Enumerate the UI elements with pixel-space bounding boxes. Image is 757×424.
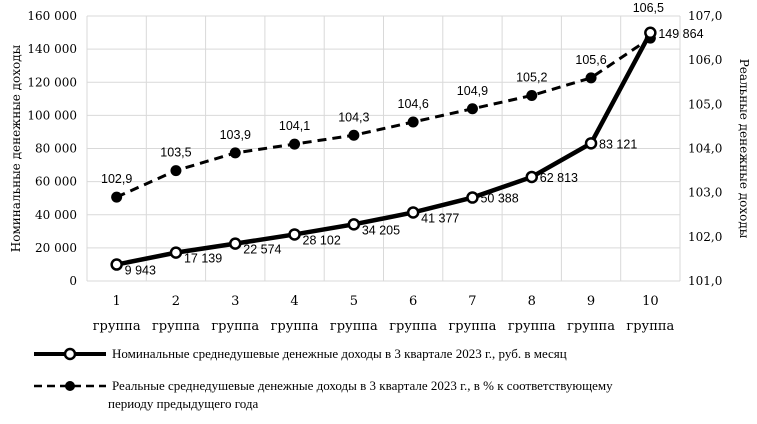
x-tick-word: группа	[152, 319, 200, 334]
data-label-nominal: 17 139	[184, 252, 222, 266]
y-tick-left: 100 000	[27, 108, 77, 122]
y-tick-right: 104,0	[688, 142, 722, 156]
y-tick-left: 20 000	[35, 241, 77, 255]
data-label-nominal: 34 205	[362, 223, 400, 237]
y-tick-left: 120 000	[27, 75, 77, 89]
data-label-real: 102,9	[101, 172, 132, 186]
data-label-nominal: 62 813	[540, 171, 578, 185]
data-label-real: 104,3	[338, 110, 369, 124]
x-tick-number: 9	[587, 294, 595, 309]
data-point-nominal	[406, 206, 420, 219]
legend-label-real-line2: периоду предыдущего года	[108, 396, 259, 411]
data-label-nominal: 28 102	[303, 233, 341, 247]
data-label-nominal: 41 377	[421, 211, 459, 225]
y-tick-left: 60 000	[35, 175, 77, 189]
data-point-real	[170, 165, 182, 177]
data-point-real	[289, 138, 301, 150]
chart-svg: 0 20 000 40 000 60 000 80 000 100 000 120 000 1…	[9, 1, 751, 334]
data-point-real	[585, 72, 597, 84]
data-point-nominal	[644, 26, 657, 40]
y-tick-left: 80 000	[35, 142, 77, 156]
x-tick-word: группа	[567, 319, 615, 334]
data-point-real	[407, 116, 419, 128]
data-point-real	[348, 129, 360, 141]
legend-label-real-line1: Реальные среднедушевые денежные доходы в…	[112, 378, 613, 393]
x-tick-word: группа	[330, 319, 378, 334]
x-tick-number: 6	[409, 294, 417, 309]
data-point-nominal	[584, 137, 598, 150]
x-tick-word: группа	[93, 319, 141, 334]
data-label-real: 104,6	[398, 97, 429, 111]
x-tick-number: 4	[290, 294, 298, 309]
x-tick-word: группа	[211, 319, 259, 334]
data-point-real	[111, 191, 123, 203]
data-label-nominal: 50 388	[480, 192, 518, 206]
legend-marker-real	[34, 381, 106, 391]
data-point-nominal	[288, 228, 301, 241]
data-label-real: 104,1	[279, 119, 310, 133]
data-point-real	[526, 90, 538, 101]
data-point-real	[229, 147, 241, 159]
data-label-nominal: 9 943	[125, 264, 156, 278]
series-line-real	[116, 36, 652, 199]
data-label-real: 105,2	[516, 71, 547, 85]
x-tick-number: 3	[231, 294, 239, 309]
data-label-real: 106,5	[633, 1, 664, 15]
y-tick-right: 107,0	[688, 9, 722, 23]
x-tick-number: 8	[528, 294, 536, 309]
y-tick-right: 102,0	[688, 230, 722, 244]
x-tick-number: 2	[172, 294, 180, 309]
data-label-real: 103,5	[160, 146, 191, 160]
x-tick-number: 7	[468, 294, 476, 309]
data-label-nominal: 149 864	[658, 27, 703, 41]
x-tick-word: группа	[449, 319, 497, 334]
y-tick-right: 106,0	[688, 53, 722, 67]
data-point-nominal	[110, 258, 123, 271]
series-line-nominal	[116, 31, 653, 267]
x-tick-word: группа	[508, 319, 556, 334]
x-tick-number: 10	[642, 294, 659, 309]
y-tick-right: 103,0	[688, 186, 722, 200]
data-label-real: 105,6	[575, 53, 606, 67]
y-tick-left: 140 000	[27, 42, 77, 56]
data-point-nominal	[229, 237, 242, 250]
data-label-nominal: 83 121	[599, 137, 637, 151]
data-label-real: 103,9	[220, 128, 251, 142]
x-tick-word: группа	[389, 319, 437, 334]
y-tick-left: 0	[69, 274, 77, 288]
data-point-nominal	[347, 218, 361, 231]
y-tick-left: 160 000	[27, 9, 77, 23]
y-axis-title-left: Номинальные денежные доходы	[9, 44, 23, 252]
y-tick-right: 105,0	[688, 97, 722, 111]
x-tick-word: группа	[271, 319, 319, 334]
y-axis-title-right: Реальные денежные доходы	[737, 59, 751, 239]
data-point-nominal	[466, 191, 479, 204]
data-point-real	[466, 103, 478, 115]
data-label-nominal: 22 574	[243, 243, 281, 257]
x-tick-number: 5	[350, 294, 358, 309]
y-tick-left: 40 000	[35, 208, 77, 222]
data-label-real: 104,9	[457, 84, 488, 98]
legend-marker-nominal	[34, 347, 106, 361]
x-tick-word: группа	[626, 319, 674, 334]
data-point-nominal	[169, 246, 183, 259]
legend-label-nominal: Номинальные среднедушевые денежные доход…	[112, 346, 567, 361]
y-tick-right: 101,0	[688, 274, 722, 288]
x-tick-number: 1	[113, 294, 121, 309]
data-point-nominal	[525, 170, 538, 184]
